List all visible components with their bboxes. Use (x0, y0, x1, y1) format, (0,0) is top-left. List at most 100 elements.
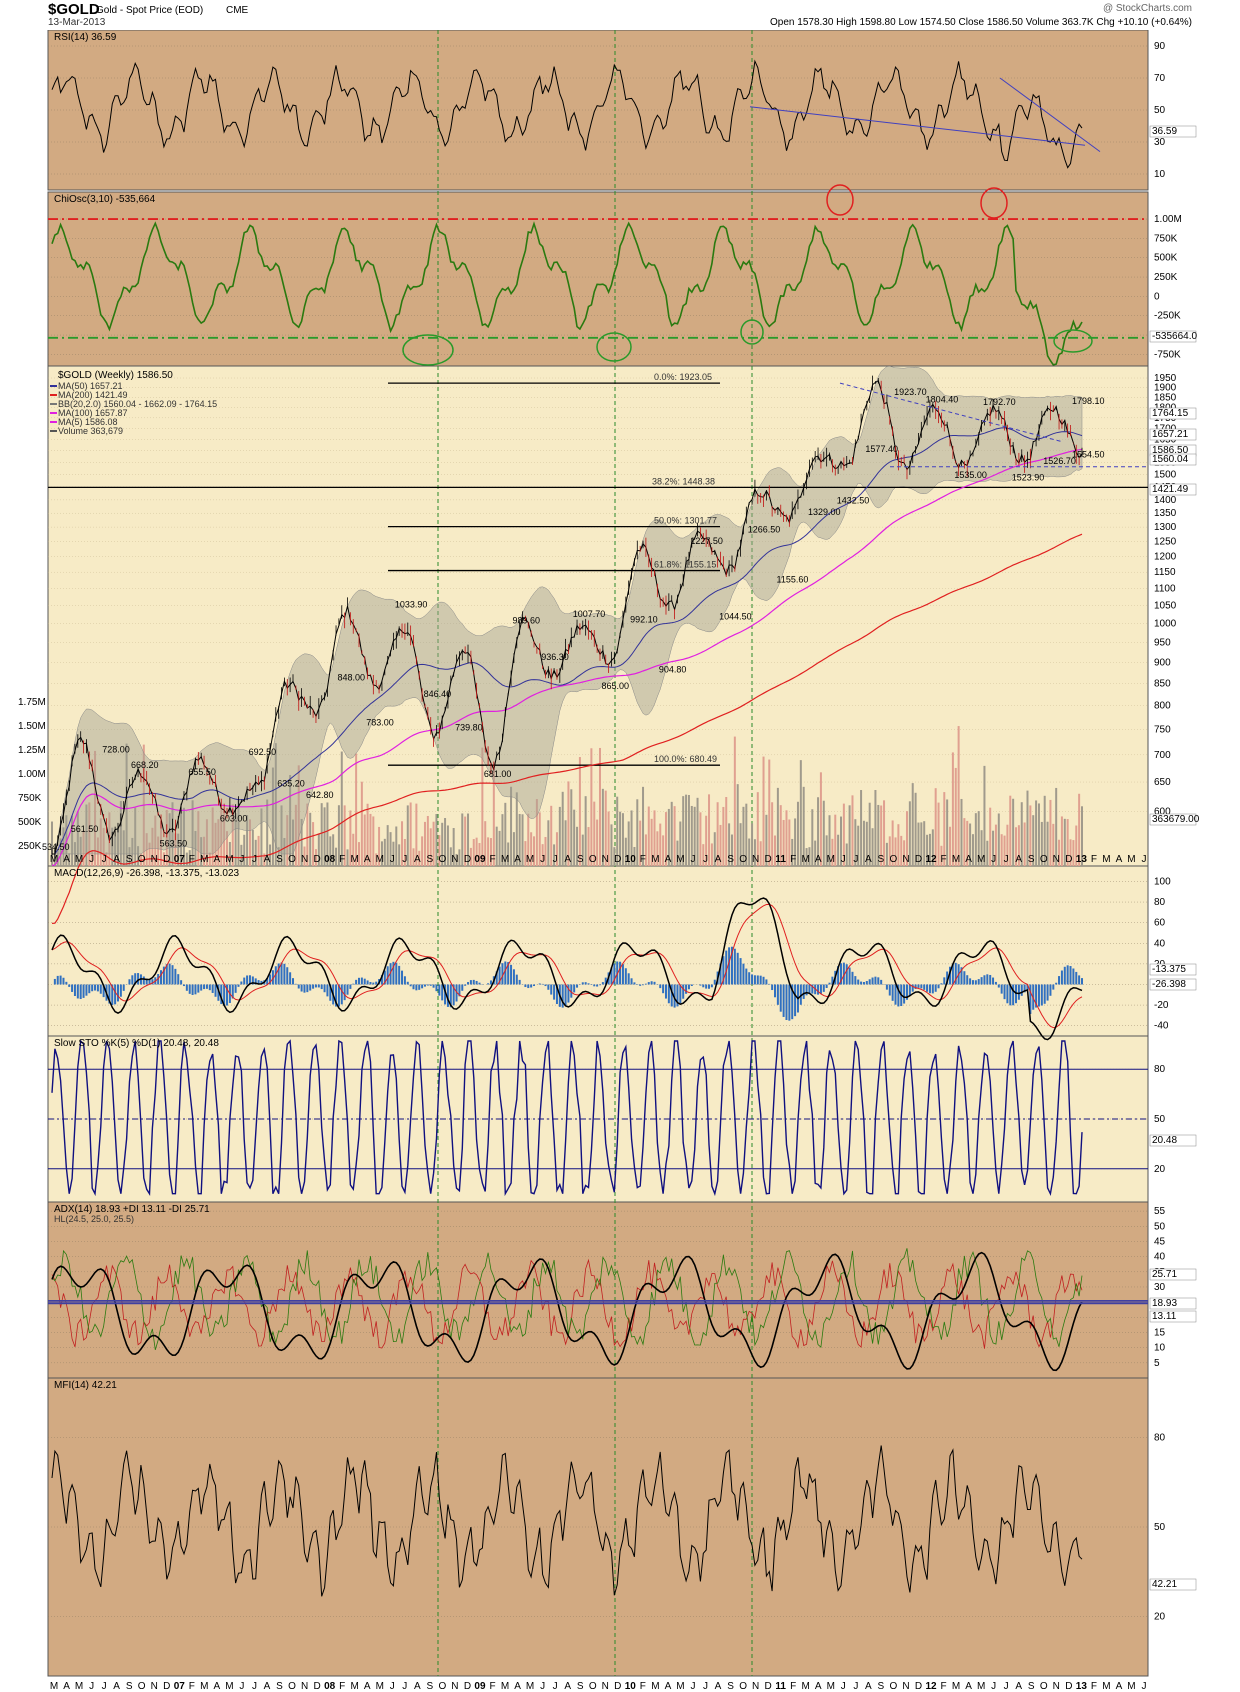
volume-bar (312, 822, 315, 866)
macd-histogram-bar (791, 984, 794, 1020)
volume-bar (392, 841, 395, 866)
volume-bar (845, 843, 848, 866)
macd-histogram-bar (854, 976, 857, 985)
volume-bar (871, 828, 874, 866)
macd-histogram-bar (762, 976, 765, 985)
macd-histogram-bar (610, 967, 613, 985)
macd-histogram-bar (59, 975, 62, 985)
volume-bar (1063, 818, 1066, 866)
macd-histogram-bar (1009, 984, 1012, 1006)
volume-bar (1066, 819, 1069, 866)
macd-histogram-bar (96, 984, 99, 992)
x-tick: S (1028, 854, 1035, 865)
adx-tick: 55 (1154, 1206, 1166, 1217)
volume-bar (125, 743, 128, 866)
sto-tick: 50 (1154, 1114, 1166, 1125)
volume-bar (343, 805, 346, 866)
volume-bar (309, 812, 312, 866)
last-value: -13.375 (1152, 964, 1186, 975)
macd-histogram-bar (489, 980, 492, 985)
price-tick: 1300 (1154, 522, 1177, 533)
x-tick: M (351, 1681, 359, 1692)
x-tick: A (965, 854, 972, 865)
x-tick: J (553, 1681, 558, 1692)
volume-bar (481, 747, 484, 866)
macd-histogram-bar (294, 983, 297, 985)
macd-histogram-bar (923, 984, 926, 990)
volume-bar (105, 852, 108, 866)
x-tick: M (526, 854, 534, 865)
legend-entry: MA(100) 1657.87 (58, 408, 128, 418)
x-tick: 12 (925, 1681, 937, 1692)
volume-bar (145, 833, 148, 866)
volume-bar (662, 835, 665, 866)
volume-bar (355, 753, 358, 866)
panel-label: ADX(14) 18.93 +DI 13.11 -DI 25.71 (54, 1204, 210, 1215)
volume-bar (877, 804, 880, 866)
macd-histogram-bar (194, 984, 197, 995)
x-tick: 12 (925, 854, 937, 865)
volume-bar (676, 840, 679, 866)
chiosc-panel (47, 191, 1149, 367)
macd-histogram-bar (530, 984, 533, 988)
x-tick: S (1028, 1681, 1035, 1692)
volume-bar (363, 814, 366, 866)
volume-bar (954, 767, 957, 866)
price-tick: 1100 (1154, 584, 1176, 595)
macd-histogram-bar (99, 984, 102, 994)
volume-bar (1058, 839, 1061, 866)
volume-bar (679, 821, 682, 866)
last-value-box (1149, 407, 1197, 420)
macd-histogram-bar (128, 979, 131, 985)
macd-histogram-bar (114, 984, 117, 1005)
macd-panel (47, 865, 1149, 1037)
macd-histogram-bar (604, 977, 607, 985)
macd-histogram-bar (303, 984, 306, 993)
price-annotation: 992.10 (630, 615, 658, 625)
volume-bar (1043, 795, 1046, 866)
volume-bar (1015, 827, 1018, 866)
macd-histogram-bar (145, 978, 148, 985)
volume-bar (421, 836, 424, 866)
volume-bar (369, 813, 372, 866)
volume-bar (495, 826, 498, 866)
volume-bar (980, 830, 983, 866)
last-value-box (1149, 330, 1197, 343)
volume-bar (604, 790, 607, 866)
x-tick: J (841, 854, 846, 865)
volume-bar (656, 831, 659, 866)
x-tick: 10 (625, 854, 637, 865)
volume-bar (337, 805, 340, 866)
macd-histogram-bar (94, 984, 97, 991)
macd-histogram-bar (1000, 984, 1003, 994)
x-tick: A (214, 1681, 221, 1692)
x-tick: J (102, 1681, 107, 1692)
macd-histogram-bar (346, 984, 349, 995)
volume-bar (1060, 816, 1063, 866)
macd-histogram-bar (269, 974, 272, 985)
volume-bar (768, 759, 771, 866)
volume-tick: 1.25M (18, 745, 46, 756)
macd-histogram-bar (119, 984, 122, 997)
macd-histogram-bar (82, 984, 85, 998)
macd-histogram-bar (710, 984, 713, 988)
volume-bar (1003, 835, 1006, 866)
volume-bar (1069, 839, 1072, 866)
volume-bar (831, 838, 834, 866)
macd-histogram-bar (946, 971, 949, 985)
volume-bar (237, 799, 240, 866)
macd-histogram-bar (771, 984, 774, 991)
macd-histogram-bar (619, 961, 622, 985)
x-tick: A (364, 854, 371, 865)
volume-bar (56, 848, 59, 866)
x-tick: F (640, 1681, 646, 1692)
volume-bar (286, 815, 289, 866)
rsi-trendline (999, 77, 1101, 153)
volume-bar (713, 832, 716, 866)
price-tick: 1400 (1154, 495, 1177, 506)
macd-histogram-bar (969, 978, 972, 985)
volume-bar (151, 827, 154, 866)
macd-histogram-bar (779, 984, 782, 1012)
last-value: 18.93 (1152, 1298, 1177, 1309)
volume-bar (263, 853, 266, 866)
